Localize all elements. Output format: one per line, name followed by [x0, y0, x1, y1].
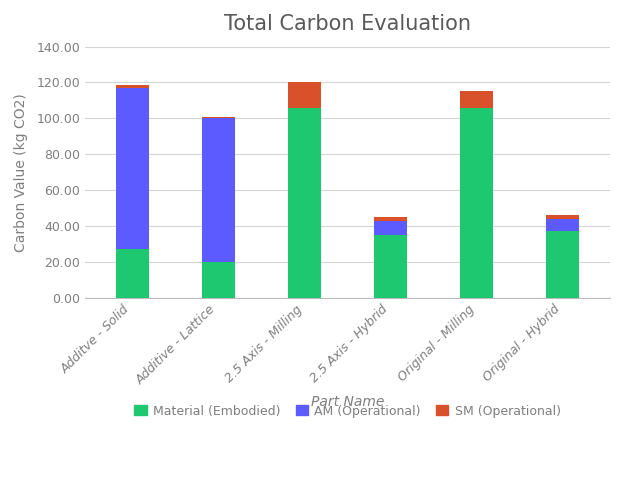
- Bar: [288, 107, 321, 298]
- Title: Total Carbon Evaluation: Total Carbon Evaluation: [224, 14, 471, 34]
- Bar: [116, 249, 149, 298]
- Y-axis label: Carbon Value (kg CO2): Carbon Value (kg CO2): [14, 93, 28, 252]
- Bar: [374, 221, 407, 235]
- Bar: [374, 217, 407, 221]
- Bar: [288, 82, 321, 107]
- Bar: [202, 119, 235, 262]
- X-axis label: Part Name: Part Name: [311, 395, 384, 409]
- Bar: [202, 117, 235, 119]
- Bar: [461, 107, 493, 298]
- Bar: [461, 91, 493, 107]
- Bar: [116, 88, 149, 249]
- Bar: [374, 235, 407, 298]
- Bar: [547, 219, 579, 231]
- Bar: [116, 85, 149, 88]
- Bar: [547, 231, 579, 298]
- Bar: [202, 262, 235, 298]
- Bar: [547, 215, 579, 219]
- Legend: Material (Embodied), AM (Operational), SM (Operational): Material (Embodied), AM (Operational), S…: [129, 400, 566, 423]
